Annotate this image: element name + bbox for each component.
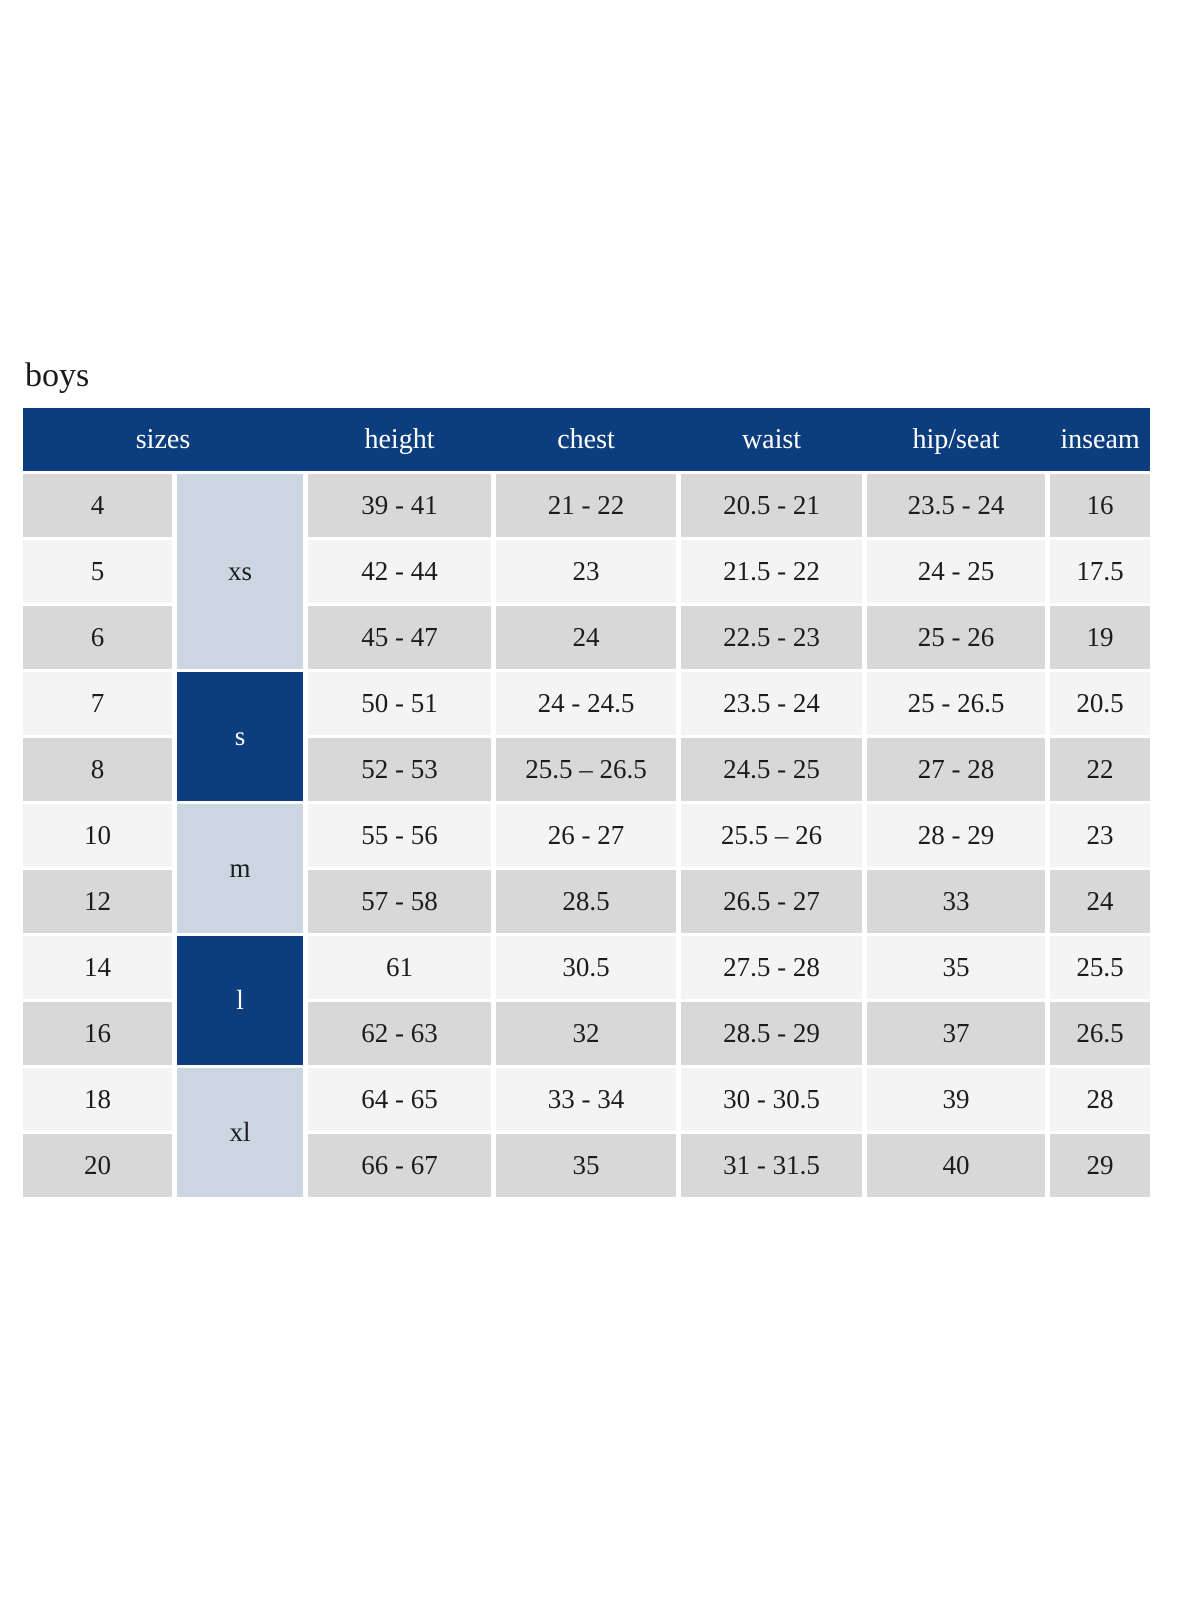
cell-inseam: 24 [1050,870,1150,934]
table-header-row: sizes height chest waist hip/seat inseam [23,408,1150,472]
cell-height: 61 [308,936,491,1000]
cell-height: 62 - 63 [308,1002,491,1066]
cell-size: 18 [23,1068,172,1132]
cell-waist: 21.5 - 22 [681,540,862,604]
cell-waist: 20.5 - 21 [681,474,862,538]
cell-waist: 28.5 - 29 [681,1002,862,1066]
cell-size: 5 [23,540,172,604]
page-title: boys [25,357,90,394]
cell-hip-seat: 37 [867,1002,1045,1066]
size-group-cell-xs: xs [177,474,303,670]
cell-waist: 22.5 - 23 [681,606,862,670]
cell-waist: 30 - 30.5 [681,1068,862,1132]
cell-size: 7 [23,672,172,736]
cell-chest: 23 [496,540,676,604]
cell-inseam: 28 [1050,1068,1150,1132]
size-group-cell-s: s [177,672,303,802]
table-header-grid: sizes height chest waist hip/seat inseam [23,408,1150,471]
cell-chest: 32 [496,1002,676,1066]
cell-hip-seat: 25 - 26.5 [867,672,1045,736]
column-header-waist: waist [741,423,802,455]
cell-inseam: 20.5 [1050,672,1150,736]
cell-inseam: 17.5 [1050,540,1150,604]
cell-inseam: 26.5 [1050,1002,1150,1066]
cell-size: 10 [23,804,172,868]
cell-chest: 24 [496,606,676,670]
cell-size: 4 [23,474,172,538]
cell-size: 16 [23,1002,172,1066]
cell-waist: 27.5 - 28 [681,936,862,1000]
cell-height: 57 - 58 [308,870,491,934]
cell-hip-seat: 35 [867,936,1045,1000]
cell-inseam: 22 [1050,738,1150,802]
cell-size: 12 [23,870,172,934]
cell-chest: 33 - 34 [496,1068,676,1132]
cell-inseam: 25.5 [1050,936,1150,1000]
cell-height: 39 - 41 [308,474,491,538]
cell-chest: 30.5 [496,936,676,1000]
cell-waist: 26.5 - 27 [681,870,862,934]
column-header-chest: chest [557,423,615,455]
size-group-cell-l: l [177,936,303,1066]
cell-inseam: 23 [1050,804,1150,868]
cell-inseam: 19 [1050,606,1150,670]
column-header-sizes: sizes [135,423,191,455]
cell-size: 20 [23,1134,172,1198]
cell-chest: 26 - 27 [496,804,676,868]
cell-height: 42 - 44 [308,540,491,604]
column-header-height: height [364,423,435,455]
cell-waist: 24.5 - 25 [681,738,862,802]
size-table: sizes height chest waist hip/seat inseam… [23,408,1150,1198]
cell-chest: 24 - 24.5 [496,672,676,736]
cell-size: 8 [23,738,172,802]
column-header-hip-seat: hip/seat [912,423,1000,455]
cell-chest: 28.5 [496,870,676,934]
cell-hip-seat: 33 [867,870,1045,934]
cell-height: 50 - 51 [308,672,491,736]
cell-hip-seat: 23.5 - 24 [867,474,1045,538]
cell-height: 52 - 53 [308,738,491,802]
cell-size: 14 [23,936,172,1000]
cell-waist: 31 - 31.5 [681,1134,862,1198]
cell-height: 64 - 65 [308,1068,491,1132]
cell-hip-seat: 27 - 28 [867,738,1045,802]
cell-inseam: 29 [1050,1134,1150,1198]
cell-hip-seat: 28 - 29 [867,804,1045,868]
size-chart-section: boys sizes height chest waist hip/seat i… [23,356,1150,1198]
column-header-inseam: inseam [1060,423,1140,455]
cell-chest: 35 [496,1134,676,1198]
cell-waist: 25.5 – 26 [681,804,862,868]
cell-inseam: 16 [1050,474,1150,538]
cell-hip-seat: 25 - 26 [867,606,1045,670]
cell-hip-seat: 39 [867,1068,1045,1132]
cell-height: 45 - 47 [308,606,491,670]
cell-size: 6 [23,606,172,670]
cell-chest: 21 - 22 [496,474,676,538]
size-group-cell-m: m [177,804,303,934]
cell-height: 55 - 56 [308,804,491,868]
cell-waist: 23.5 - 24 [681,672,862,736]
cell-hip-seat: 24 - 25 [867,540,1045,604]
size-group-cell-xl: xl [177,1068,303,1198]
cell-hip-seat: 40 [867,1134,1045,1198]
cell-chest: 25.5 – 26.5 [496,738,676,802]
cell-height: 66 - 67 [308,1134,491,1198]
